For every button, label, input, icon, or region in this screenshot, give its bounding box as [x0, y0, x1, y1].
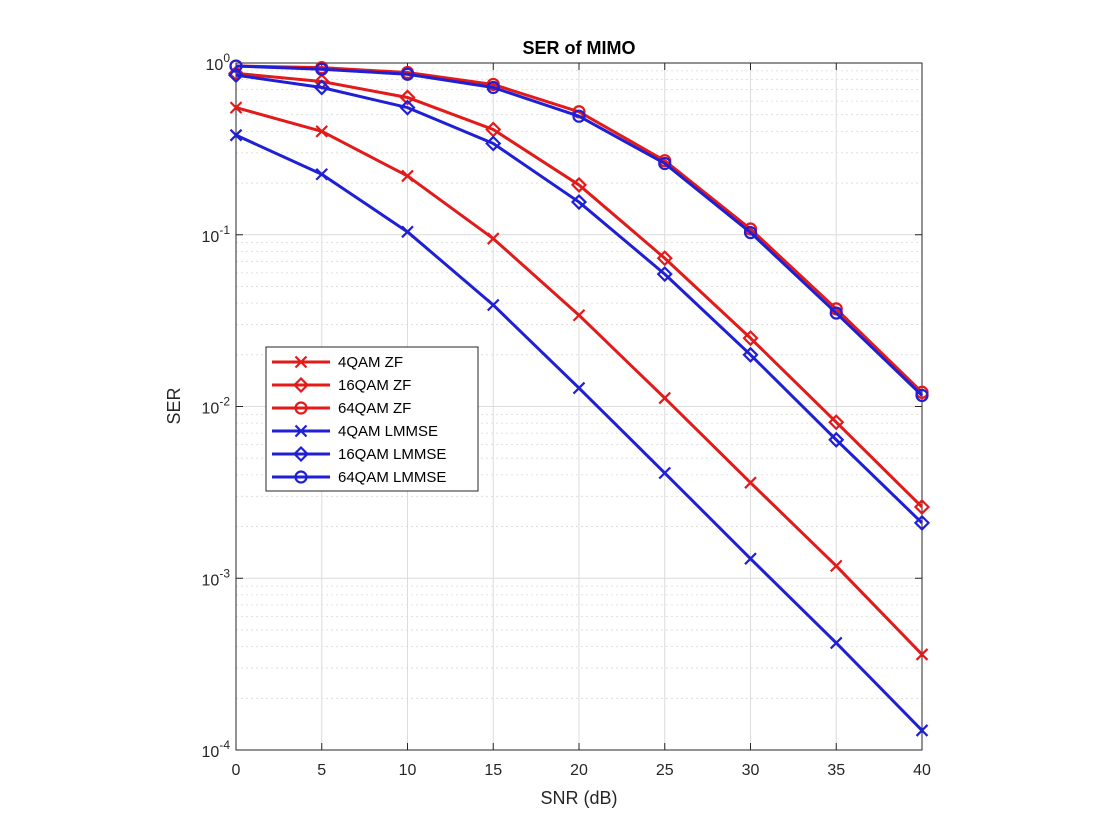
data-point — [915, 724, 929, 737]
data-point — [829, 306, 843, 320]
legend-label: 64QAM LMMSE — [338, 469, 446, 486]
legend-marker — [294, 424, 308, 438]
data-point — [829, 636, 843, 650]
data-point — [572, 109, 586, 123]
data-point — [485, 135, 502, 152]
legend: 4QAM ZF 16QAM ZF 64QAM ZF 4QAM LMMSE 16QAM L… — [265, 346, 479, 492]
data-point — [313, 79, 330, 96]
data-point — [227, 67, 245, 84]
series-line — [235, 64, 924, 397]
data-point — [315, 167, 329, 181]
data-point — [401, 225, 414, 239]
legend-marker — [294, 470, 308, 484]
data-point — [658, 156, 672, 171]
x-tick-label: 0 — [232, 762, 241, 779]
legend-label: 4QAM ZF — [338, 354, 403, 371]
y-tick-label: 10-3 — [202, 566, 231, 589]
legend-item: 64QAM LMMSE — [272, 469, 446, 486]
legend-item: 4QAM ZF — [272, 354, 403, 371]
y-tick-label: 100 — [206, 51, 231, 74]
x-axis-label: SNR (dB) — [540, 788, 617, 808]
data-point — [229, 101, 243, 114]
series-4qam-zf — [229, 101, 929, 661]
data-point — [315, 125, 329, 138]
data-point — [315, 62, 329, 76]
data-point — [229, 128, 243, 142]
chart-title: SER of MIMO — [523, 38, 636, 58]
data-point — [656, 266, 673, 283]
legend-item: 4QAM LMMSE — [272, 423, 438, 440]
data-point — [915, 648, 929, 661]
x-tick-label: 30 — [742, 762, 760, 779]
legend-label: 64QAM ZF — [338, 400, 411, 417]
data-point — [572, 308, 586, 322]
data-point — [742, 346, 759, 363]
data-point — [400, 67, 415, 81]
data-point — [486, 298, 500, 312]
legend-item: 64QAM ZF — [272, 400, 411, 417]
series-4qam-lmmse — [229, 128, 929, 737]
data-point — [572, 381, 586, 395]
legend-marker — [294, 401, 308, 415]
data-point — [399, 89, 416, 106]
data-point — [743, 225, 758, 240]
data-point — [570, 194, 588, 211]
data-point — [915, 388, 929, 403]
data-point — [658, 466, 672, 480]
x-tick-label: 35 — [827, 762, 845, 779]
data-point — [744, 476, 757, 489]
y-tick-label: 10-4 — [202, 738, 231, 761]
series-line — [235, 73, 924, 524]
data-point — [656, 250, 673, 267]
x-tick-label: 10 — [399, 762, 417, 779]
data-point — [229, 59, 243, 73]
y-axis-label: SER — [164, 387, 184, 424]
x-tick-label: 15 — [484, 762, 502, 779]
series-line — [235, 71, 924, 509]
data-point — [744, 552, 757, 565]
axis-ticks: 10-4 10-3 10-2 10-1 100 0 5 10 15 20 25 30 35 40 — [202, 51, 931, 779]
legend-box — [265, 346, 479, 492]
data-point — [828, 431, 845, 448]
y-tick-label: 10-1 — [202, 223, 231, 246]
legend-item: 16QAM LMMSE — [272, 445, 446, 463]
legend-marker — [292, 445, 310, 463]
data-point — [913, 498, 931, 516]
legend-label: 4QAM LMMSE — [338, 423, 438, 440]
data-point — [829, 559, 843, 573]
y-tick-label: 10-2 — [202, 395, 231, 418]
series-group — [227, 59, 931, 737]
data-point — [401, 169, 414, 183]
legend-item: 16QAM ZF — [272, 376, 411, 394]
data-point — [399, 99, 416, 116]
x-tick-label: 25 — [656, 762, 674, 779]
legend-label: 16QAM ZF — [338, 377, 411, 394]
data-point — [227, 65, 245, 82]
x-tick-label: 40 — [913, 762, 931, 779]
x-tick-label: 5 — [317, 762, 326, 779]
data-point — [658, 391, 672, 405]
x-tick-label: 20 — [570, 762, 588, 779]
data-point — [486, 232, 500, 245]
series-16qam-lmmse — [227, 67, 931, 531]
data-point — [486, 80, 500, 95]
legend-marker — [294, 355, 308, 369]
data-point — [828, 414, 845, 431]
data-point — [742, 330, 759, 347]
data-point — [570, 176, 588, 193]
data-point — [913, 514, 931, 531]
series-64qam-lmmse — [229, 59, 929, 403]
legend-label: 16QAM LMMSE — [338, 446, 446, 463]
legend-marker — [292, 376, 310, 394]
